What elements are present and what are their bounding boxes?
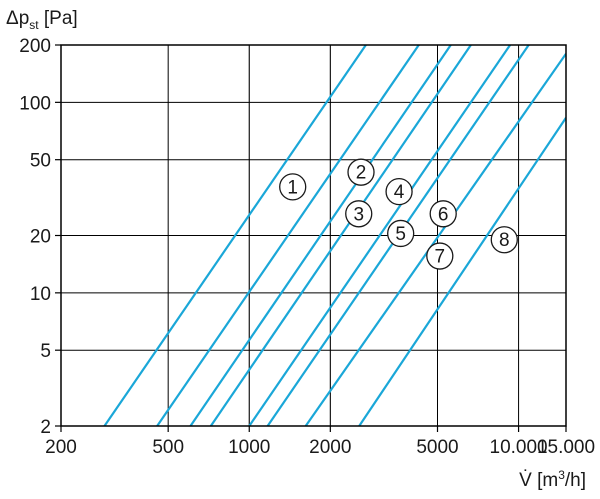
y-tick-label: 5 xyxy=(40,341,51,362)
series-label-6: 6 xyxy=(429,200,457,228)
y-tick-label: 20 xyxy=(30,227,51,248)
series-label-number: 6 xyxy=(438,204,449,225)
y-tick-label: 100 xyxy=(19,93,51,114)
series-line-3 xyxy=(189,45,452,426)
series-label-number: 2 xyxy=(356,163,367,184)
series-line-8 xyxy=(358,117,566,426)
series-label-number: 5 xyxy=(395,224,406,245)
series-label-7: 7 xyxy=(426,242,454,270)
series-label-circle xyxy=(387,219,415,248)
series-label-5: 5 xyxy=(387,219,415,248)
series-label-1: 1 xyxy=(279,173,307,201)
x-tick-label: 5000 xyxy=(416,437,458,458)
series-line-1 xyxy=(103,45,367,426)
y-tick-label: 10 xyxy=(30,284,51,305)
x-tick-label: 200 xyxy=(45,437,77,458)
y-tick-label: 2 xyxy=(40,417,51,438)
series-label-circle xyxy=(279,173,307,201)
series-line-7 xyxy=(304,53,566,426)
series-label-number: 8 xyxy=(499,230,510,251)
series-label-circle xyxy=(347,158,375,186)
series-label-3: 3 xyxy=(345,200,373,228)
y-tick-label: 200 xyxy=(19,36,51,57)
x-tick-label: 15.000 xyxy=(537,437,595,458)
x-tick-label: 1000 xyxy=(228,437,270,458)
x-tick-label: 10.000 xyxy=(490,437,548,458)
series-label-number: 7 xyxy=(435,247,446,268)
series-label-number: 4 xyxy=(394,182,405,203)
series-label-2: 2 xyxy=(347,158,375,186)
x-tick-label: 2000 xyxy=(309,437,351,458)
y-axis-label: Δpst [Pa] xyxy=(6,8,78,32)
series-label-circle xyxy=(385,177,413,206)
series-label-circle xyxy=(345,200,373,228)
x-tick-label: 500 xyxy=(152,437,184,458)
series-line-4 xyxy=(209,45,472,426)
series-label-number: 3 xyxy=(353,204,364,225)
x-axis-label: V̇ [m3/h] xyxy=(519,468,586,491)
series-label-circle xyxy=(426,242,454,270)
series-label-4: 4 xyxy=(385,177,413,206)
series-line-5 xyxy=(248,45,511,426)
series-label-8: 8 xyxy=(490,226,518,254)
series-label-number: 1 xyxy=(287,177,298,198)
series-label-circle xyxy=(490,226,518,254)
y-tick-label: 50 xyxy=(30,151,51,172)
series-label-circle xyxy=(429,200,457,228)
series-line-2 xyxy=(156,45,420,426)
